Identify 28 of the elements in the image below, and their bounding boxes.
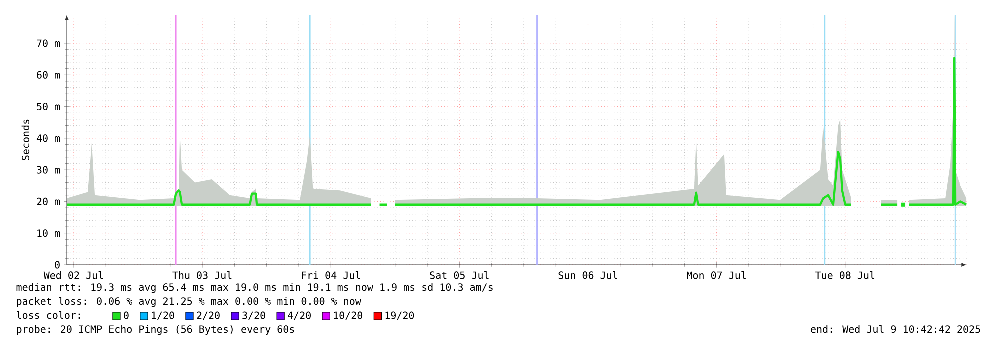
legend-label: 3/20 <box>242 312 266 320</box>
y-tick-label: 40 m <box>36 134 60 142</box>
legend-label: 4/20 <box>288 312 311 320</box>
x-tick-label: Mon 07 Jul <box>687 271 746 280</box>
x-tick-label: Fri 04 Jul <box>302 271 360 280</box>
legend-label: 1/20 <box>152 312 174 320</box>
x-tick-label: Wed 02 Jul <box>44 271 104 280</box>
text: median rtt: 19.3 ms avg 65.4 ms max 19.0 ms min 19.1 ms now 1.9 ms sd 10.3 am/s <box>16 283 493 294</box>
y-tick-label: 30 m <box>37 166 60 174</box>
legend-label: 10/20 <box>334 312 363 320</box>
y-tick-label: 10 m <box>38 230 60 238</box>
y-tick-label: 60 m <box>37 71 60 79</box>
text: loss color: <box>17 311 80 320</box>
text: packet loss: 0.06 % avg 21.25 % max 0.00 % min 0.00 % now <box>17 297 362 308</box>
text: probe: 20 ICMP Echo Pings (56 Bytes) every 60s <box>17 325 294 336</box>
x-tick-label: Tue 08 Jul <box>816 271 875 280</box>
x-tick-label: Sat 05 Jul <box>430 271 489 280</box>
y-axis-title: Seconds <box>22 120 30 160</box>
y-tick-label: 70 m <box>37 40 60 48</box>
text: end: Wed Jul 9 10:42:42 2025 <box>811 325 980 334</box>
legend-label: 19/20 <box>386 312 414 320</box>
y-tick-label: 50 m <box>37 102 60 111</box>
legend-label: 2/20 <box>197 312 220 320</box>
y-tick-label: 0 <box>55 261 60 269</box>
legend-label: 0 <box>124 312 129 320</box>
x-tick-label: Sun 06 Jul <box>558 271 618 280</box>
x-tick-label: Thu 03 Jul <box>172 271 232 280</box>
y-tick-label: 20 m <box>37 198 60 206</box>
